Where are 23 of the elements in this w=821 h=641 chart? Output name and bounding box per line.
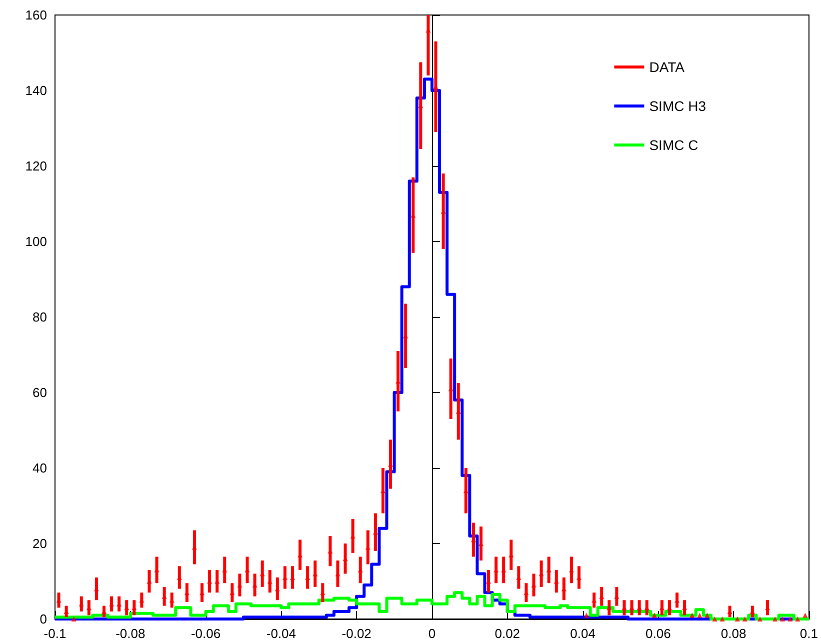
x-tick-label: -0.04 <box>266 626 296 641</box>
y-tick-label: 80 <box>32 310 47 324</box>
y-tick-label: 20 <box>32 536 47 551</box>
y-tick-label: 60 <box>32 385 47 400</box>
y-tick-label: 100 <box>25 234 47 249</box>
x-tick-label: -0.08 <box>116 626 146 641</box>
y-tick-label: 40 <box>32 460 47 476</box>
y-tick-label: 140 <box>25 83 47 98</box>
legend-label: DATA <box>649 59 686 75</box>
y-tick-label: 120 <box>25 158 47 174</box>
y-tick-label: 160 <box>25 8 47 22</box>
x-tick-label: -0.02 <box>342 626 372 641</box>
x-tick-label: 0 <box>428 626 436 641</box>
x-tick-label: -0.1 <box>44 626 66 641</box>
legend-label: SIMC C <box>649 137 698 153</box>
legend-label: SIMC H3 <box>649 98 706 114</box>
x-tick-label: 0.08 <box>720 626 746 641</box>
x-tick-label: 0.04 <box>570 626 596 641</box>
x-tick-label: 0.06 <box>646 626 671 641</box>
x-tick-label: 0.02 <box>494 626 520 641</box>
y-tick-label: 0 <box>40 612 47 626</box>
x-tick-label: 0.1 <box>800 626 818 641</box>
x-tick-label: -0.06 <box>190 626 221 641</box>
